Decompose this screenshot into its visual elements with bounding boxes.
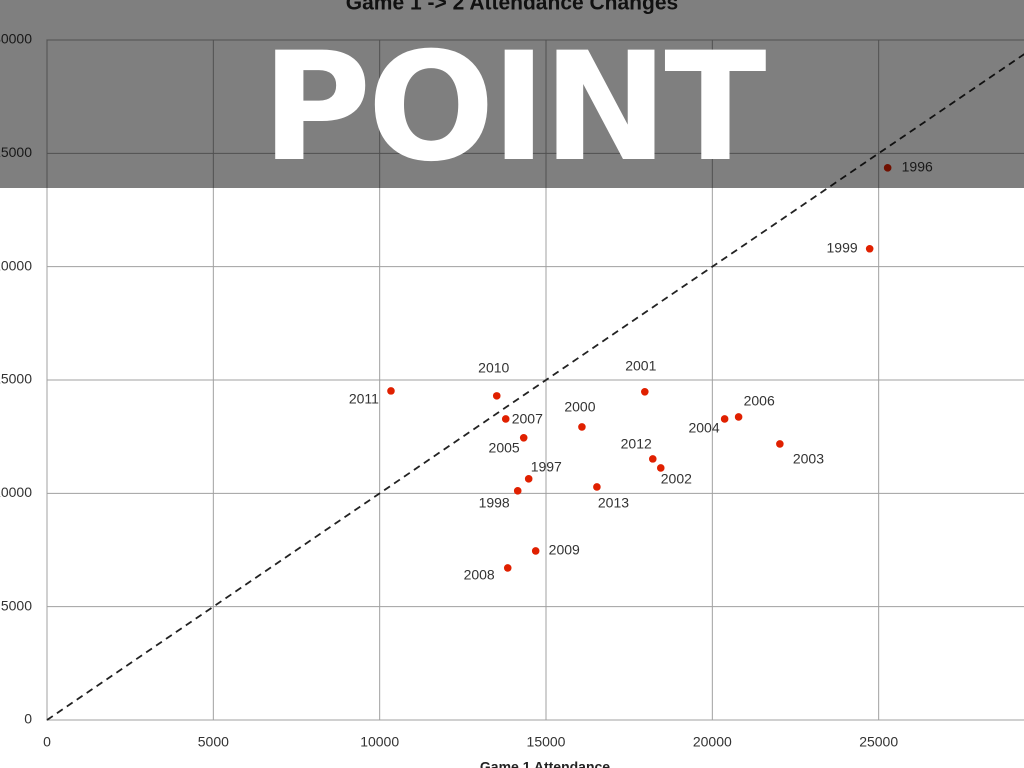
x-tick-label: 15000 [527, 734, 566, 750]
x-tick-label: 25000 [859, 734, 898, 750]
point [720, 415, 729, 423]
point-label: 2004 [688, 420, 719, 436]
point-label: 1997 [531, 459, 562, 475]
point-label: 2010 [478, 360, 509, 376]
x-tick-label: 0 [43, 734, 51, 750]
point [519, 434, 528, 442]
point [776, 440, 784, 448]
x-tick-label: 20000 [693, 734, 732, 750]
overlay-text: POINT [261, 21, 766, 195]
point-label: 2001 [625, 357, 656, 373]
point [578, 423, 586, 431]
point [865, 244, 874, 253]
point-label: 2000 [564, 399, 595, 415]
point [593, 483, 601, 491]
diagonal-line [46, 53, 1024, 721]
point [656, 464, 665, 472]
point-label: 2009 [549, 542, 580, 558]
point [531, 547, 540, 555]
point-label: 2007 [512, 411, 543, 427]
point [648, 455, 657, 463]
y-tick-label: 10000 [0, 484, 32, 500]
point-label: 2005 [489, 440, 520, 456]
x-axis-label: Game 1 Attendance [480, 759, 610, 768]
point-label: 2003 [793, 451, 824, 467]
y-tick-label: 0 [24, 711, 32, 727]
point [503, 564, 512, 572]
point [387, 387, 395, 395]
point [734, 413, 743, 421]
overlay-band [0, 0, 1024, 188]
point [513, 487, 522, 495]
x-tick-label: 10000 [360, 734, 399, 750]
x-tick-label: 5000 [198, 734, 229, 750]
point-label: 2012 [621, 436, 652, 452]
point [524, 475, 533, 483]
y-tick-label: 15000 [0, 371, 32, 387]
point-label: 2006 [744, 393, 775, 409]
point [492, 392, 501, 400]
point-label: 2013 [598, 495, 629, 511]
point [641, 387, 649, 396]
point-label: 1998 [479, 495, 510, 511]
point-label: 2011 [349, 391, 379, 407]
point-label: 1999 [827, 239, 858, 255]
point-label: 2008 [464, 567, 495, 583]
y-tick-label: 20000 [0, 257, 32, 273]
point [501, 415, 510, 423]
point-label: 2002 [661, 471, 692, 487]
y-tick-label: 5000 [1, 597, 32, 613]
